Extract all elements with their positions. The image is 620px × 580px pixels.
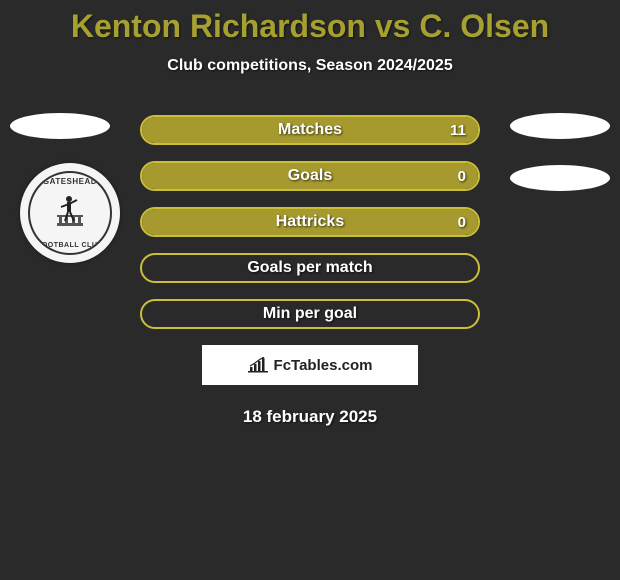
badge-bottom-text: FOOTBALL CLUB [30,242,110,249]
badge-figure-icon [55,193,85,233]
club-badge: GATESHEAD FOOTBALL CLUB [20,163,120,263]
stat-bar: Min per goal [140,299,480,329]
stat-bar-label: Min per goal [142,301,478,327]
stat-bar-value: 11 [450,117,466,143]
stat-bar: Matches11 [140,115,480,145]
stat-bar: Hattricks0 [140,207,480,237]
page-title: Kenton Richardson vs C. Olsen [0,0,620,45]
stat-bar: Goals0 [140,161,480,191]
comparison-panel: GATESHEAD FOOTBALL CLUB [0,115,620,427]
player-right-placeholder-1 [510,113,610,139]
stat-bars: Matches11Goals0Hattricks0Goals per match… [140,115,480,329]
stat-bar: Goals per match [140,253,480,283]
date-text: 18 february 2025 [0,407,620,427]
stat-bar-label: Goals per match [142,255,478,281]
stat-bar-value: 0 [458,163,466,189]
stat-bar-value: 0 [458,209,466,235]
badge-top-text: GATESHEAD [30,177,110,186]
chart-icon [248,357,268,373]
stat-bar-label: Hattricks [142,209,478,235]
attribution-text: FcTables.com [274,357,373,374]
player-right-placeholder-2 [510,165,610,191]
stat-bar-label: Goals [142,163,478,189]
subtitle: Club competitions, Season 2024/2025 [0,57,620,75]
attribution-box: FcTables.com [202,345,418,385]
player-left-placeholder [10,113,110,139]
stat-bar-label: Matches [142,117,478,143]
